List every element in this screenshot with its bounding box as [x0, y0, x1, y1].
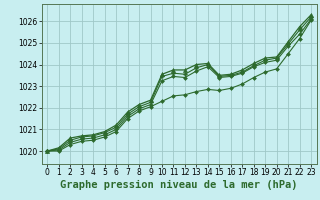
X-axis label: Graphe pression niveau de la mer (hPa): Graphe pression niveau de la mer (hPa) [60, 180, 298, 190]
